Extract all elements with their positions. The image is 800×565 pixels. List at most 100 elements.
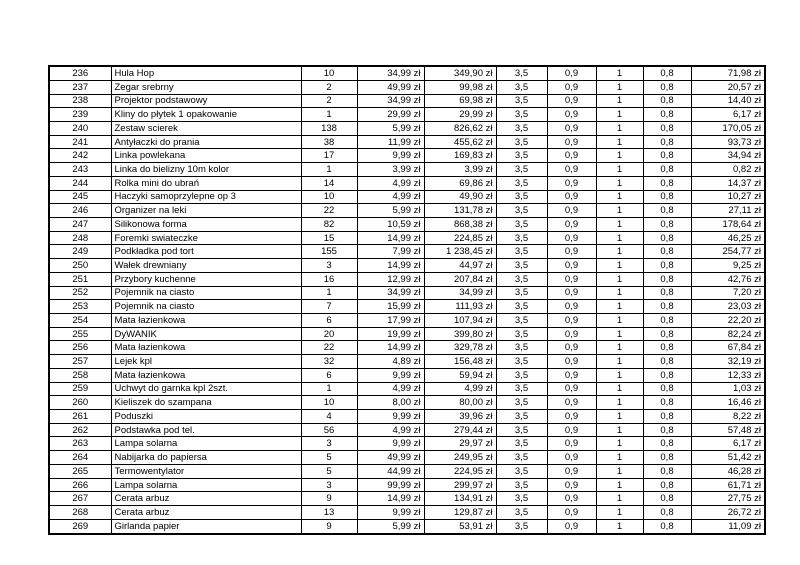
result-value-cell: 1,03 zł	[690, 381, 766, 397]
total-value-cell: 80,00 zł	[423, 395, 497, 411]
product-name-cell: Zegar srebrny	[110, 79, 302, 95]
total-value-cell: 4,99 zł	[423, 381, 497, 397]
factor-d-cell: 0,8	[642, 463, 692, 479]
result-value-cell: 8,22 zł	[690, 409, 766, 424]
total-value-cell: 349,90 zł	[423, 65, 497, 81]
quantity-cell: 6	[300, 313, 358, 328]
factor-b-cell: 0,9	[546, 395, 597, 411]
unit-price-cell: 34,99 zł	[356, 93, 425, 109]
result-value-cell: 22,20 zł	[690, 313, 766, 328]
factor-a-cell: 3,5	[495, 313, 548, 328]
total-value-cell: 29,97 zł	[423, 436, 497, 452]
factor-b-cell: 0,9	[546, 244, 597, 260]
factor-d-cell: 0,8	[642, 436, 692, 452]
factor-c-cell: 1	[595, 134, 644, 150]
product-name-cell: Lampa solarna	[110, 436, 302, 452]
product-name-cell: Termowentylator	[110, 463, 302, 479]
quantity-cell: 5	[300, 450, 358, 465]
factor-a-cell: 3,5	[495, 65, 548, 81]
factor-c-cell: 1	[595, 381, 644, 397]
factor-d-cell: 0,8	[642, 326, 692, 342]
row-number-cell: 249	[48, 244, 112, 260]
product-name-cell: Mata łazienkowa	[110, 367, 302, 383]
result-value-cell: 42,76 zł	[690, 271, 766, 287]
table-row: 266 Lampa solarna 3 99,99 zł 299,97 zł 3,5 0,9…	[48, 477, 766, 493]
factor-b-cell: 0,9	[546, 505, 597, 520]
unit-price-cell: 49,99 zł	[356, 450, 425, 465]
result-value-cell: 6,17 zł	[690, 107, 766, 122]
factor-b-cell: 0,9	[546, 518, 597, 535]
factor-d-cell: 0,8	[642, 381, 692, 397]
total-value-cell: 455,62 zł	[423, 134, 497, 150]
unit-price-cell: 17,99 zł	[356, 313, 425, 328]
result-value-cell: 46,28 zł	[690, 463, 766, 479]
result-value-cell: 0,82 zł	[690, 162, 766, 177]
table-row: 236 Hula Hop 10 34,99 zł 349,90 zł 3,5 0,9 1 0,8…	[48, 65, 766, 81]
factor-c-cell: 1	[595, 450, 644, 465]
factor-d-cell: 0,8	[642, 395, 692, 411]
factor-b-cell: 0,9	[546, 409, 597, 424]
product-name-cell: Lampa solarna	[110, 477, 302, 493]
factor-c-cell: 1	[595, 409, 644, 424]
product-name-cell: Pojemnik na ciasto	[110, 299, 302, 315]
row-number-cell: 248	[48, 230, 112, 246]
row-number-cell: 238	[48, 93, 112, 109]
factor-b-cell: 0,9	[546, 93, 597, 109]
table-row: 260 Kieliszek do szampana 10 8,00 zł 80,00 z…	[48, 395, 766, 411]
factor-a-cell: 3,5	[495, 93, 548, 109]
factor-c-cell: 1	[595, 436, 644, 452]
factor-b-cell: 0,9	[546, 79, 597, 95]
factor-d-cell: 0,8	[642, 107, 692, 122]
table-row: 253 Pojemnik na ciasto 7 15,99 zł 111,93 zł 3…	[48, 299, 766, 315]
factor-d-cell: 0,8	[642, 491, 692, 507]
factor-c-cell: 1	[595, 340, 644, 356]
table-row: 254 Mata łazienkowa 6 17,99 zł 107,94 zł 3,5 0…	[48, 313, 766, 328]
quantity-cell: 4	[300, 409, 358, 424]
row-number-cell: 237	[48, 79, 112, 95]
table-row: 243 Linka do bielizny 10m kolor 1 3,99 zł 3,…	[48, 162, 766, 177]
quantity-cell: 1	[300, 285, 358, 301]
total-value-cell: 131,78 zł	[423, 203, 497, 218]
factor-d-cell: 0,8	[642, 93, 692, 109]
product-name-cell: Zestaw scierek	[110, 120, 302, 136]
total-value-cell: 49,90 zł	[423, 189, 497, 205]
factor-d-cell: 0,8	[642, 134, 692, 150]
result-value-cell: 26,72 zł	[690, 505, 766, 520]
unit-price-cell: 44,99 zł	[356, 463, 425, 479]
factor-a-cell: 3,5	[495, 120, 548, 136]
quantity-cell: 16	[300, 271, 358, 287]
row-number-cell: 263	[48, 436, 112, 452]
factor-b-cell: 0,9	[546, 271, 597, 287]
result-value-cell: 82,24 zł	[690, 326, 766, 342]
unit-price-cell: 12,99 zł	[356, 271, 425, 287]
factor-d-cell: 0,8	[642, 422, 692, 438]
table-row: 268 Cerata arbuz 13 9,99 zł 129,87 zł 3,5 0,9 1…	[48, 505, 766, 520]
table-row: 252 Pojemnik na ciasto 1 34,99 zł 34,99 zł 3,…	[48, 285, 766, 301]
unit-price-cell: 10,59 zł	[356, 216, 425, 232]
table-row: 239 Kliny do płytek 1 opakowanie 1 29,99 zł…	[48, 107, 766, 122]
factor-a-cell: 3,5	[495, 326, 548, 342]
row-number-cell: 239	[48, 107, 112, 122]
product-name-cell: Rolka mini do ubrań	[110, 175, 302, 191]
factor-b-cell: 0,9	[546, 107, 597, 122]
factor-d-cell: 0,8	[642, 79, 692, 95]
factor-c-cell: 1	[595, 354, 644, 369]
factor-c-cell: 1	[595, 175, 644, 191]
unit-price-cell: 34,99 zł	[356, 65, 425, 81]
factor-b-cell: 0,9	[546, 258, 597, 273]
factor-a-cell: 3,5	[495, 271, 548, 287]
factor-c-cell: 1	[595, 271, 644, 287]
quantity-cell: 38	[300, 134, 358, 150]
table-row: 237 Zegar srebrny 2 49,99 zł 99,98 zł 3,5 0,9 1…	[48, 79, 766, 95]
quantity-cell: 3	[300, 477, 358, 493]
table-row: 262 Podstawka pod tel. 56 4,99 zł 279,44 zł 3…	[48, 422, 766, 438]
factor-d-cell: 0,8	[642, 518, 692, 535]
factor-b-cell: 0,9	[546, 450, 597, 465]
factor-c-cell: 1	[595, 148, 644, 164]
factor-c-cell: 1	[595, 505, 644, 520]
total-value-cell: 107,94 zł	[423, 313, 497, 328]
row-number-cell: 261	[48, 409, 112, 424]
factor-a-cell: 3,5	[495, 134, 548, 150]
quantity-cell: 10	[300, 189, 358, 205]
factor-b-cell: 0,9	[546, 120, 597, 136]
